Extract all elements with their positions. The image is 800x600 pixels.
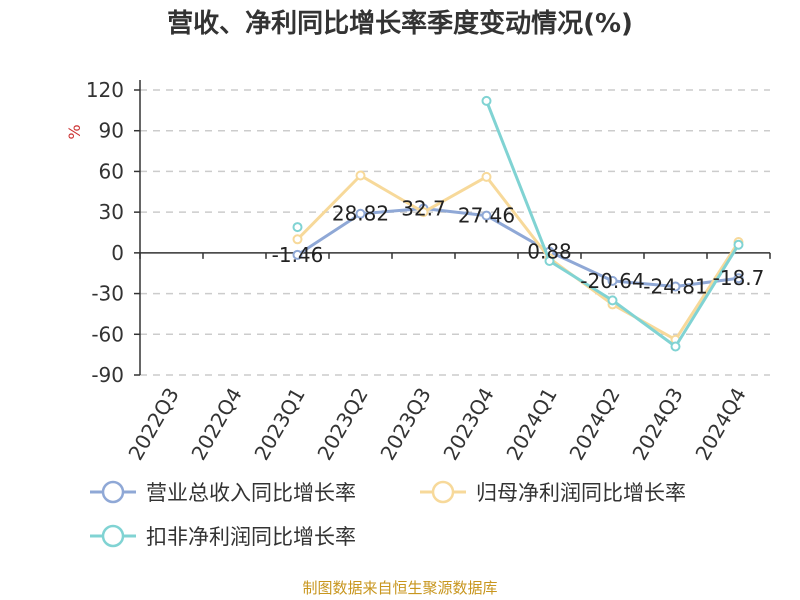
legend-marker (431, 480, 455, 504)
data-point (670, 341, 681, 352)
data-point (607, 275, 618, 286)
grid-lines (140, 89, 770, 376)
x-tick-label: 2023Q1 (249, 384, 309, 465)
legend-item-1[interactable]: 营业总收入同比增长率 (90, 480, 356, 505)
data-point (481, 210, 492, 221)
data-point (544, 256, 555, 266)
data-label: 32.7 (401, 196, 446, 220)
data-point (733, 239, 744, 250)
data-point (355, 170, 366, 181)
data-point (292, 222, 303, 233)
x-tick-label: 2023Q4 (438, 384, 498, 465)
data-point (733, 273, 744, 284)
data-point (670, 281, 681, 292)
series-line (296, 174, 740, 342)
y-tick-label: -90 (91, 363, 124, 387)
legend-label: 归母净利润同比增长率 (476, 481, 686, 505)
x-tick-label: 2024Q1 (501, 384, 561, 465)
x-tick-label: 2022Q3 (123, 384, 183, 465)
legend-label: 营业总收入同比增长率 (146, 481, 356, 505)
y-tick-label: -60 (91, 322, 124, 346)
data-label: 28.82 (332, 202, 389, 226)
data-point (607, 295, 618, 306)
data-point (418, 207, 429, 218)
chart-title: 营收、净利同比增长率季度变动情况(%) (167, 8, 633, 39)
y-tick-label: 90 (99, 119, 124, 143)
data-point (292, 249, 303, 260)
source-note: 制图数据来自恒生聚源数据库 (302, 579, 497, 597)
data-point (481, 171, 492, 182)
legend-marker (101, 480, 125, 504)
legend-marker (101, 524, 125, 548)
series-lines (292, 95, 744, 352)
y-tick-label: 60 (99, 159, 124, 183)
y-tick-label: 120 (86, 78, 124, 102)
data-label: -18.7 (713, 266, 765, 290)
x-tick-label: 2024Q3 (627, 384, 687, 465)
y-axis-unit: % (65, 124, 84, 139)
series-line (296, 206, 739, 289)
data-label: -20.64 (580, 269, 644, 293)
legend-item-2[interactable]: 归母净利润同比增长率 (420, 480, 686, 505)
data-point (292, 234, 303, 245)
data-point (481, 95, 492, 106)
legend-label: 扣非净利润同比增长率 (146, 525, 356, 549)
legend-item-3[interactable]: 扣非净利润同比增长率 (90, 524, 356, 549)
data-labels: -1.46 28.82 32.7 27.46 0.88 -20.64-24.81 -18.7 (272, 196, 765, 298)
data-label: -24.81 (643, 275, 707, 299)
y-tick-label: 0 (111, 241, 124, 265)
x-tick-label: 2022Q4 (186, 384, 246, 465)
x-tick-label: 2023Q3 (375, 384, 435, 465)
x-tick-label: 2024Q4 (690, 384, 750, 465)
x-tick-label: 2023Q2 (312, 384, 372, 465)
x-tick-label: 2024Q2 (564, 384, 624, 465)
data-point (355, 208, 366, 219)
y-tick-label: -30 (91, 282, 124, 306)
y-tick-label: 30 (99, 200, 124, 224)
series-3 (292, 95, 744, 352)
data-label: 0.88 (527, 240, 572, 264)
data-label: -1.46 (272, 243, 324, 267)
data-label: 27.46 (458, 204, 515, 228)
